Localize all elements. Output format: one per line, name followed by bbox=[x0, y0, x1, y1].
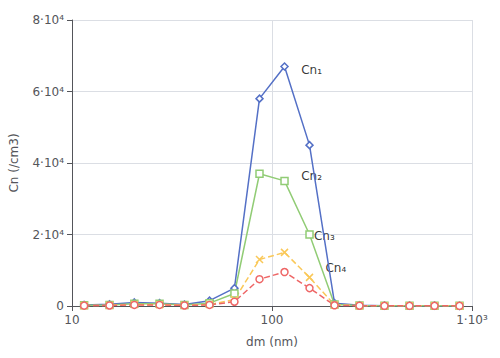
svg-text:1·10³: 1·10³ bbox=[456, 313, 488, 327]
svg-text:2·10⁴: 2·10⁴ bbox=[32, 228, 64, 242]
svg-text:dm (nm): dm (nm) bbox=[246, 335, 298, 349]
svg-text:Cn₄: Cn₄ bbox=[325, 261, 347, 276]
svg-text:6·10⁴: 6·10⁴ bbox=[32, 85, 64, 99]
svg-text:10: 10 bbox=[64, 313, 79, 327]
svg-text:8·10⁴: 8·10⁴ bbox=[32, 13, 64, 27]
svg-text:100: 100 bbox=[261, 313, 284, 327]
svg-text:Cn₁: Cn₁ bbox=[301, 63, 322, 77]
svg-text:0: 0 bbox=[56, 299, 64, 313]
svg-text:Cn₃: Cn₃ bbox=[313, 229, 335, 244]
svg-text:4·10⁴: 4·10⁴ bbox=[32, 156, 64, 170]
svg-text:Cn (/cm3): Cn (/cm3) bbox=[7, 133, 21, 192]
svg-text:Cn₂: Cn₂ bbox=[301, 169, 322, 183]
